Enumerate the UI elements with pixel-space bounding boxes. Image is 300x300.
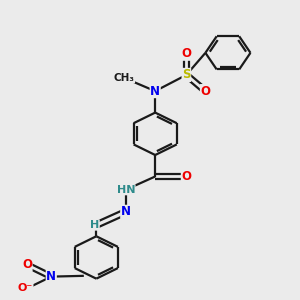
Text: O: O <box>182 170 191 183</box>
Text: O: O <box>22 258 32 271</box>
Text: O: O <box>200 85 210 98</box>
Text: CH₃: CH₃ <box>113 73 134 83</box>
Text: N: N <box>150 85 160 98</box>
Text: O⁻: O⁻ <box>18 284 33 293</box>
Text: N: N <box>46 270 56 283</box>
Text: O: O <box>182 47 191 60</box>
Text: N: N <box>121 205 131 218</box>
Text: H: H <box>90 220 99 230</box>
Text: HN: HN <box>116 185 135 195</box>
Text: S: S <box>182 68 190 81</box>
